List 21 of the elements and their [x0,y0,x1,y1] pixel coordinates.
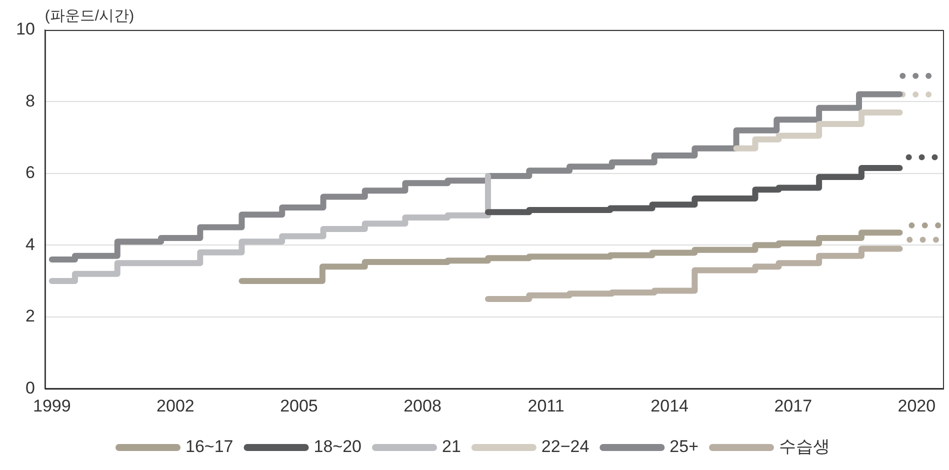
x-tick-label: 2017 [774,396,812,416]
y-tick-label: 10 [16,20,35,39]
y-tick-label: 2 [25,306,35,326]
legend-label: 16~17 [186,437,234,456]
y-tick-label: 4 [25,234,35,254]
x-tick-label: 1999 [32,396,71,416]
legend-label: 수습생 [778,437,830,456]
y-tick-label: 6 [25,163,35,182]
x-tick-label: 2008 [404,396,442,416]
x-tick-label: 2005 [280,396,318,416]
x-tick-label: 2002 [156,396,194,416]
y-axis-title: (파운드/시간) [44,8,134,25]
legend-label: 21 [442,437,461,456]
legend-label: 22−24 [541,437,590,456]
x-tick-label: 2020 [898,396,936,416]
legend-label: 25+ [670,437,699,456]
legend-label: 18~20 [314,437,362,456]
x-tick-label: 2011 [528,396,564,416]
y-tick-label: 0 [25,378,35,398]
x-tick-label: 2014 [650,396,688,416]
y-tick-label: 8 [25,91,35,110]
